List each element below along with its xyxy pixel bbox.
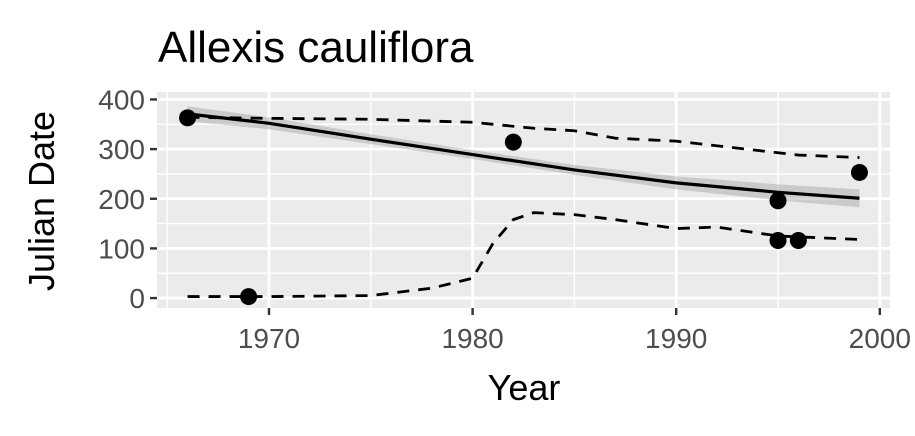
lines-layer	[187, 112, 860, 298]
chart-title: Allexis cauliflora	[158, 23, 474, 72]
x-tick-label: 1980	[441, 323, 503, 354]
grid-major	[157, 92, 890, 308]
data-point	[789, 231, 807, 249]
data-point	[769, 231, 787, 249]
data-point	[769, 192, 787, 210]
y-axis-title: Julian Date	[21, 111, 62, 291]
lower-quantile-line	[187, 211, 860, 298]
y-tick-label: 0	[129, 283, 145, 314]
points-layer	[179, 109, 868, 306]
confidence-band-layer	[187, 106, 860, 208]
trend-line	[187, 112, 860, 200]
y-axis: 0 100 200 300 400	[98, 84, 157, 314]
data-point	[850, 163, 868, 181]
y-tick-label: 400	[98, 84, 145, 115]
x-axis-title: Year	[488, 367, 561, 408]
data-point	[240, 288, 258, 306]
data-point	[504, 133, 522, 151]
data-point	[179, 109, 197, 127]
y-tick-label: 200	[98, 184, 145, 215]
x-axis: 1970 1980 1990 2000	[238, 308, 911, 354]
x-tick-label: 1970	[238, 323, 300, 354]
y-tick-label: 300	[98, 134, 145, 165]
confidence-band	[187, 106, 860, 208]
y-tick-label: 100	[98, 233, 145, 264]
x-tick-label: 1990	[645, 323, 707, 354]
upper-quantile-line	[187, 115, 860, 159]
x-tick-label: 2000	[849, 323, 911, 354]
